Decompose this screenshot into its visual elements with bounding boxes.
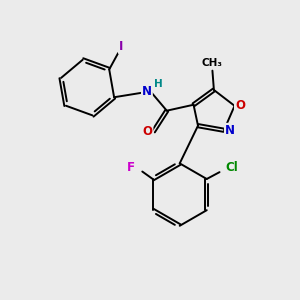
Text: N: N	[142, 85, 152, 98]
Text: CH₃: CH₃	[202, 58, 223, 68]
Text: N: N	[225, 124, 235, 137]
Text: I: I	[119, 40, 123, 53]
Text: O: O	[142, 125, 152, 138]
Text: Cl: Cl	[226, 160, 238, 174]
Text: F: F	[127, 160, 135, 174]
Text: H: H	[154, 79, 163, 89]
Text: O: O	[235, 99, 245, 112]
